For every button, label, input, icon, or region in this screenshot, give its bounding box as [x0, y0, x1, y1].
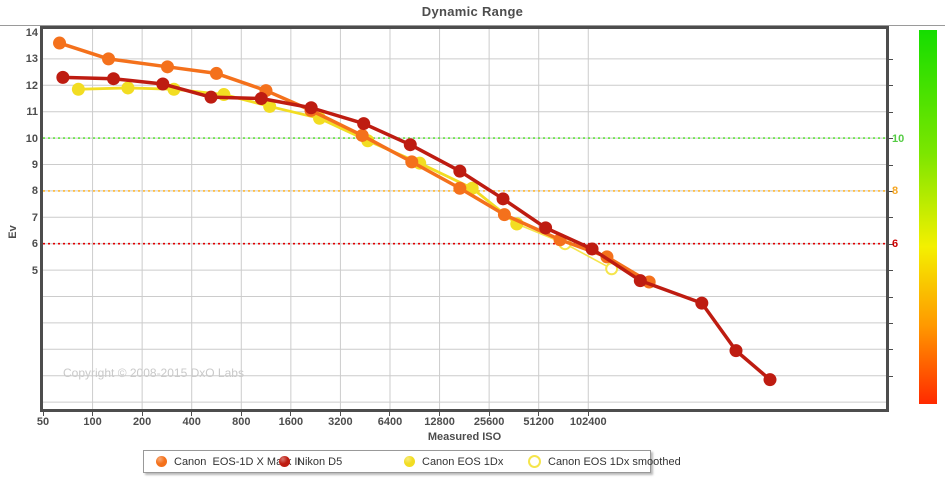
data-point[interactable]	[204, 90, 218, 104]
y-tick-mark	[889, 138, 893, 140]
y-tick-label: 11	[26, 106, 38, 119]
y-tick-label: 6	[31, 238, 38, 251]
x-tick-label: 400	[182, 416, 201, 428]
legend-item-label: Nikon D5	[297, 455, 343, 468]
data-point[interactable]	[304, 101, 318, 115]
y-tick-mark	[889, 111, 893, 113]
data-point[interactable]	[121, 81, 135, 95]
data-point[interactable]	[453, 164, 467, 178]
x-tick-mark	[439, 412, 441, 416]
chart-title: Dynamic Range	[421, 4, 524, 19]
y-tick-mark	[889, 217, 893, 219]
y-tick-label: 7	[31, 211, 38, 224]
y-tick-mark	[889, 164, 893, 166]
series-line	[76, 86, 519, 226]
series-marker-icon	[279, 456, 290, 467]
y-tick-mark	[889, 243, 893, 245]
x-tick-label: 200	[132, 416, 152, 428]
plot-area	[40, 26, 889, 412]
x-tick-label: 102400	[569, 416, 607, 428]
threshold-value-label: 8	[892, 185, 899, 198]
x-tick-label: 12800	[424, 416, 455, 428]
data-point[interactable]	[254, 92, 268, 105]
y-tick-mark	[889, 85, 893, 87]
plot-svg	[43, 29, 886, 409]
data-point[interactable]	[633, 274, 647, 288]
x-tick-label: 50	[36, 416, 50, 428]
legend-item-label: Canon EOS 1Dx smoothed	[548, 455, 681, 468]
x-tick-mark	[240, 412, 242, 416]
y-tick-mark	[889, 296, 893, 298]
data-point[interactable]	[695, 296, 709, 310]
data-point[interactable]	[156, 77, 170, 91]
data-point[interactable]	[453, 181, 467, 195]
data-point[interactable]	[403, 138, 417, 152]
data-point[interactable]	[160, 60, 174, 74]
x-tick-label: 6400	[377, 416, 403, 428]
x-tick-label: 100	[83, 416, 102, 428]
x-tick-mark	[488, 412, 490, 416]
y-tick-label: 5	[31, 264, 38, 277]
data-point[interactable]	[209, 66, 223, 80]
legend-item-nikon-d5[interactable]: Nikon D5	[279, 451, 342, 472]
x-tick-mark	[339, 412, 341, 416]
data-point[interactable]	[53, 36, 67, 50]
title-divider	[0, 25, 945, 26]
x-tick-label: 800	[232, 416, 251, 428]
x-tick-mark	[389, 412, 391, 416]
data-point[interactable]	[763, 373, 777, 387]
data-point[interactable]	[539, 221, 553, 235]
x-tick-label: 1600	[278, 416, 304, 428]
y-tick-label: 12	[25, 79, 38, 92]
data-point[interactable]	[497, 208, 511, 222]
data-point[interactable]	[107, 72, 121, 86]
x-tick-label: 51200	[523, 416, 554, 428]
legend-item-canon-1dx[interactable]: Canon EOS 1Dx	[404, 451, 503, 472]
y-tick-label: 8	[31, 185, 38, 198]
series-marker-icon	[404, 456, 415, 467]
data-point[interactable]	[263, 99, 277, 113]
y-tick-mark	[889, 349, 893, 351]
copyright-watermark: Copyright © 2008-2015 DxO Labs	[63, 366, 244, 380]
y-tick-mark	[889, 322, 893, 324]
x-tick-label: 25600	[473, 416, 505, 428]
y-tick-mark	[889, 58, 893, 60]
series-marker-icon	[156, 456, 167, 467]
data-point[interactable]	[355, 128, 369, 142]
x-tick-label: 3200	[328, 416, 353, 428]
data-point[interactable]	[357, 117, 371, 131]
x-tick-mark	[141, 412, 143, 416]
y-tick-mark	[889, 190, 893, 192]
data-point[interactable]	[56, 70, 70, 84]
y-tick-label: 14	[25, 27, 38, 39]
y-tick-mark	[889, 270, 893, 272]
threshold-value-label: 6	[892, 238, 899, 251]
x-axis-label: Measured ISO	[427, 431, 502, 443]
dr-quality-colorbar	[919, 30, 937, 404]
data-point[interactable]	[729, 344, 743, 358]
data-point[interactable]	[496, 192, 510, 206]
y-tick-label: 10	[25, 132, 38, 145]
x-tick-mark	[92, 412, 94, 416]
data-point[interactable]	[465, 181, 479, 195]
x-tick-mark	[290, 412, 292, 416]
data-point[interactable]	[71, 82, 85, 96]
x-tick-mark	[587, 412, 589, 416]
legend-item-canon-1dx-smoothed[interactable]: Canon EOS 1Dx smoothed	[528, 451, 681, 472]
y-tick-label: 13	[25, 53, 38, 66]
data-point[interactable]	[585, 242, 599, 256]
x-tick-mark	[42, 412, 44, 416]
legend-item-label: Canon EOS 1Dx	[422, 455, 504, 468]
y-tick-mark	[889, 375, 893, 377]
legend: Canon EOS-1D X Mark II Nikon D5 Canon EO…	[143, 450, 681, 473]
y-tick-label: 9	[31, 159, 38, 171]
x-tick-mark	[191, 412, 193, 416]
x-tick-mark	[538, 412, 540, 416]
data-point[interactable]	[102, 52, 116, 66]
threshold-value-label: 10	[892, 132, 905, 145]
series-line	[61, 75, 772, 382]
data-point[interactable]	[405, 155, 419, 169]
series-marker-icon	[528, 455, 541, 468]
